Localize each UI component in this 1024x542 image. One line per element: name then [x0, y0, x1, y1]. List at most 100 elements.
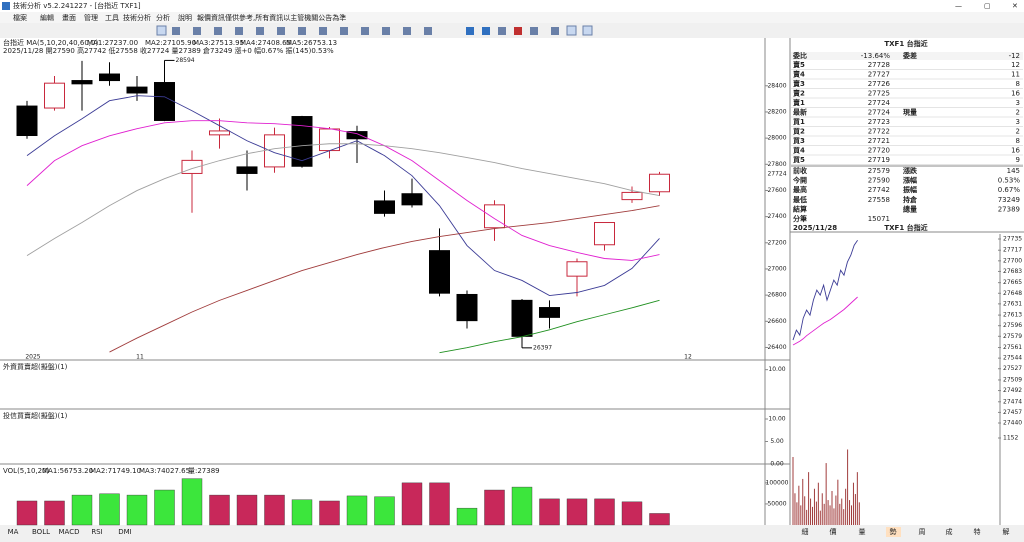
menu-item[interactable]: 畫面: [62, 13, 76, 22]
panel-title: 外資買賣超(擬盤)(1): [3, 362, 68, 371]
menu-item[interactable]: 管理: [84, 13, 98, 22]
stat-value: 0.67%: [998, 186, 1021, 194]
indicator-tab[interactable]: MACD: [59, 528, 80, 536]
stat-label: 持倉: [903, 195, 918, 204]
low-label: 26397: [533, 344, 552, 351]
candle-body: [209, 130, 230, 136]
tool-icon[interactable]: [256, 27, 264, 35]
x-label: 2025: [25, 354, 40, 361]
volume-bar: [181, 478, 203, 526]
maximize-button[interactable]: ▢: [984, 2, 991, 10]
legend-entry: MA3:27513.95: [193, 39, 244, 47]
tool-icon[interactable]: [319, 27, 327, 35]
menu-item[interactable]: 技術分析: [123, 13, 151, 22]
y-tick-label: 5.00: [770, 438, 784, 445]
view-tab[interactable]: 細: [802, 527, 809, 536]
tool-icon[interactable]: [530, 27, 538, 35]
tool-icon[interactable]: [340, 27, 348, 35]
stat-label: 漲幅: [903, 176, 917, 185]
y-tick-label: 27457: [1003, 409, 1022, 416]
view-tab[interactable]: 成: [946, 527, 953, 536]
indicator-tab[interactable]: BOLL: [32, 528, 50, 536]
stat-value: 27579: [868, 167, 890, 175]
tool-icon[interactable]: [482, 27, 490, 35]
tool-icon[interactable]: [498, 27, 506, 35]
view-tab[interactable]: 勢: [890, 527, 897, 536]
indicator-tab[interactable]: DMI: [118, 528, 132, 536]
volume-bar: [346, 495, 368, 526]
candle-body: [429, 250, 450, 294]
indicator-tab[interactable]: MA: [8, 528, 19, 536]
tool-icon[interactable]: [298, 27, 306, 35]
book-label: 賣1: [792, 98, 805, 107]
book-label: 買4: [792, 146, 805, 155]
view-tab[interactable]: 量: [859, 528, 866, 536]
chart-area: [0, 38, 790, 525]
stat-label: 振幅: [903, 185, 917, 194]
menu-item[interactable]: 工具: [105, 14, 119, 22]
stat-label: 分筆: [793, 214, 807, 223]
tool-icon[interactable]: [424, 27, 432, 35]
y-tick-label: 27648: [1003, 290, 1022, 297]
volume-bar: [401, 482, 423, 526]
book-price: 27723: [868, 118, 890, 126]
candle-body: [126, 86, 148, 94]
volume-title: VOL(5,10,20): [3, 467, 50, 475]
tool-icon[interactable]: [566, 25, 577, 36]
candle-body: [71, 80, 93, 85]
minimize-button[interactable]: —: [955, 2, 962, 10]
tool-icon[interactable]: [156, 25, 167, 36]
menu-item[interactable]: 檔案: [13, 13, 27, 22]
volume-bar: [429, 482, 450, 526]
tool-icon[interactable]: [277, 27, 285, 35]
title-bar: [0, 0, 1024, 12]
close-button[interactable]: ✕: [1012, 2, 1018, 10]
view-tab[interactable]: 解: [1003, 527, 1010, 536]
view-tab[interactable]: 周: [919, 528, 926, 536]
volume-bar: [71, 494, 93, 526]
indicator-tab[interactable]: RSI: [91, 528, 102, 536]
stat-label: 最低: [793, 195, 807, 204]
y-tick-label: 27683: [1003, 268, 1022, 275]
tool-icon[interactable]: [466, 27, 474, 35]
tool-icon[interactable]: [582, 25, 593, 36]
menu-item[interactable]: 說明: [178, 13, 192, 22]
volume-bar: [126, 494, 148, 526]
book-qty: 2: [1016, 128, 1020, 136]
tool-icon[interactable]: [214, 27, 222, 35]
view-tab[interactable]: 特: [974, 527, 981, 536]
tool-icon[interactable]: [235, 27, 243, 35]
menu-item[interactable]: 編輯: [40, 13, 54, 22]
y-tick-label: 27717: [1003, 247, 1022, 254]
book-qty: 16: [1011, 147, 1020, 155]
volume-bar: [154, 489, 175, 526]
panel-title: 投信買賣超(擬盤)(1): [3, 411, 68, 420]
active-tab: [886, 527, 901, 537]
tool-icon[interactable]: [172, 27, 180, 35]
book-label: 買2: [792, 127, 805, 136]
info-line: 2025/11/28 開27590 高27742 低27558 收27724 量…: [3, 46, 334, 55]
volume-legend: MA3:74027.65: [139, 467, 190, 475]
stat-label: 最高: [793, 185, 807, 194]
tool-icon[interactable]: [361, 27, 369, 35]
y-tick-label: 1152: [1003, 435, 1018, 442]
tool-icon[interactable]: [403, 27, 411, 35]
candle-body: [291, 116, 313, 167]
ma-line: [26, 143, 660, 256]
tool-icon[interactable]: [514, 27, 522, 35]
tool-icon[interactable]: [551, 27, 559, 35]
candle-body: [539, 307, 560, 318]
tool-icon[interactable]: [382, 27, 390, 35]
book-qty: 16: [1011, 90, 1020, 98]
book-label: 賣2: [792, 89, 805, 98]
book-label: 現量: [903, 108, 917, 117]
candle-body: [566, 261, 588, 277]
volume-legend: MA2:71749.10: [90, 467, 141, 475]
menu-item[interactable]: 分析: [156, 13, 170, 22]
volume-bar: [484, 489, 505, 526]
view-tab[interactable]: 價: [830, 527, 837, 536]
candle-body: [16, 105, 38, 137]
tool-icon[interactable]: [193, 27, 201, 35]
